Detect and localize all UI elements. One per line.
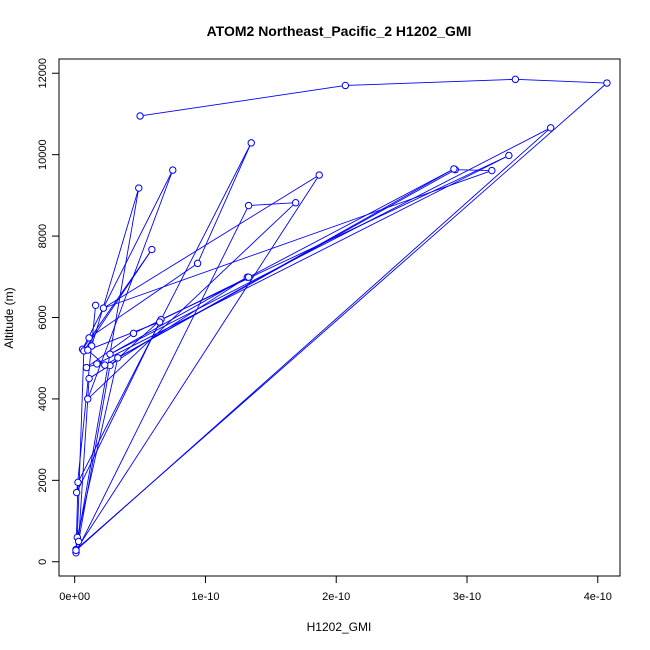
y-axis-label: Altitude (m) bbox=[2, 287, 16, 348]
series-segment bbox=[76, 357, 119, 538]
x-axis-label: H1202_GMI bbox=[307, 620, 372, 634]
data-point bbox=[603, 79, 611, 87]
series-segment bbox=[345, 78, 516, 86]
series-segment bbox=[76, 321, 161, 493]
data-point bbox=[148, 245, 156, 254]
series-segment bbox=[77, 142, 252, 483]
series-segment bbox=[87, 202, 297, 400]
series-segment bbox=[103, 170, 492, 309]
series-segment bbox=[133, 276, 249, 334]
data-point bbox=[193, 259, 202, 268]
data-point bbox=[91, 301, 100, 309]
data-point bbox=[247, 139, 255, 147]
data-point bbox=[244, 201, 253, 210]
data-point bbox=[135, 184, 143, 192]
data-point bbox=[101, 361, 109, 369]
series-segment bbox=[78, 365, 111, 542]
y-tick-label: 0 bbox=[37, 559, 49, 565]
data-point bbox=[72, 488, 81, 497]
data-point bbox=[72, 546, 80, 555]
data-point bbox=[93, 360, 101, 368]
series-segment bbox=[75, 205, 250, 553]
data-point bbox=[74, 537, 83, 546]
series-segment bbox=[82, 169, 174, 350]
x-tick-label: 2e-10 bbox=[322, 591, 350, 603]
series-segment bbox=[248, 168, 455, 278]
data-point bbox=[505, 151, 513, 160]
chart-title: ATOM2 Northeast_Pacific_2 H1202_GMI bbox=[207, 23, 472, 39]
y-tick-label: 10000 bbox=[37, 139, 49, 170]
series-segment bbox=[104, 168, 455, 366]
data-point bbox=[136, 112, 144, 120]
x-tick-label: 4e-10 bbox=[584, 591, 612, 603]
data-point bbox=[450, 165, 458, 173]
data-point bbox=[84, 395, 92, 403]
y-tick-label: 6000 bbox=[37, 305, 49, 329]
series-segment bbox=[75, 187, 140, 550]
data-point bbox=[84, 346, 92, 354]
data-point bbox=[129, 329, 138, 338]
data-point bbox=[488, 166, 496, 175]
y-tick-label: 2000 bbox=[37, 468, 49, 492]
data-point bbox=[155, 318, 164, 326]
series-segment bbox=[160, 155, 510, 320]
y-tick-label: 8000 bbox=[37, 224, 49, 248]
series-lines bbox=[75, 78, 608, 553]
data-point bbox=[546, 124, 555, 132]
x-tick-label: 1e-10 bbox=[191, 591, 219, 603]
series-segment bbox=[96, 155, 510, 365]
x-axis: 0e+00 1e-10 2e-10 3e-10 4e-10 bbox=[59, 576, 612, 603]
y-axis: 0 2000 4000 6000 8000 10000 12000 bbox=[37, 58, 59, 565]
x-tick-label: 3e-10 bbox=[453, 591, 481, 603]
y-tick-label: 12000 bbox=[37, 58, 49, 89]
series-segment bbox=[88, 262, 198, 339]
series-segment bbox=[103, 174, 320, 309]
series-segment bbox=[87, 321, 160, 351]
data-point bbox=[99, 304, 108, 312]
y-tick-label: 4000 bbox=[37, 387, 49, 411]
data-point bbox=[114, 354, 122, 362]
x-tick-label: 0e+00 bbox=[59, 591, 90, 603]
data-point bbox=[85, 374, 93, 383]
series-segment bbox=[76, 350, 85, 538]
data-point bbox=[82, 363, 91, 372]
data-point bbox=[291, 199, 300, 207]
data-point bbox=[511, 75, 520, 84]
series-segment bbox=[78, 378, 90, 542]
series-points bbox=[72, 75, 611, 557]
series-segment bbox=[455, 169, 492, 171]
series-segment bbox=[83, 249, 153, 352]
data-point bbox=[315, 171, 323, 179]
series-segment bbox=[109, 127, 551, 355]
data-point bbox=[106, 350, 114, 358]
data-point bbox=[85, 334, 93, 342]
series-segment bbox=[515, 78, 607, 84]
series-segment bbox=[75, 174, 320, 551]
data-point bbox=[341, 81, 350, 90]
series-segment bbox=[197, 142, 252, 264]
data-point bbox=[74, 478, 82, 487]
series-segment bbox=[75, 127, 551, 551]
series-segment bbox=[140, 85, 346, 117]
data-point bbox=[169, 166, 177, 174]
series-segment bbox=[91, 187, 140, 347]
data-point bbox=[244, 273, 253, 281]
series-segment bbox=[87, 169, 174, 400]
